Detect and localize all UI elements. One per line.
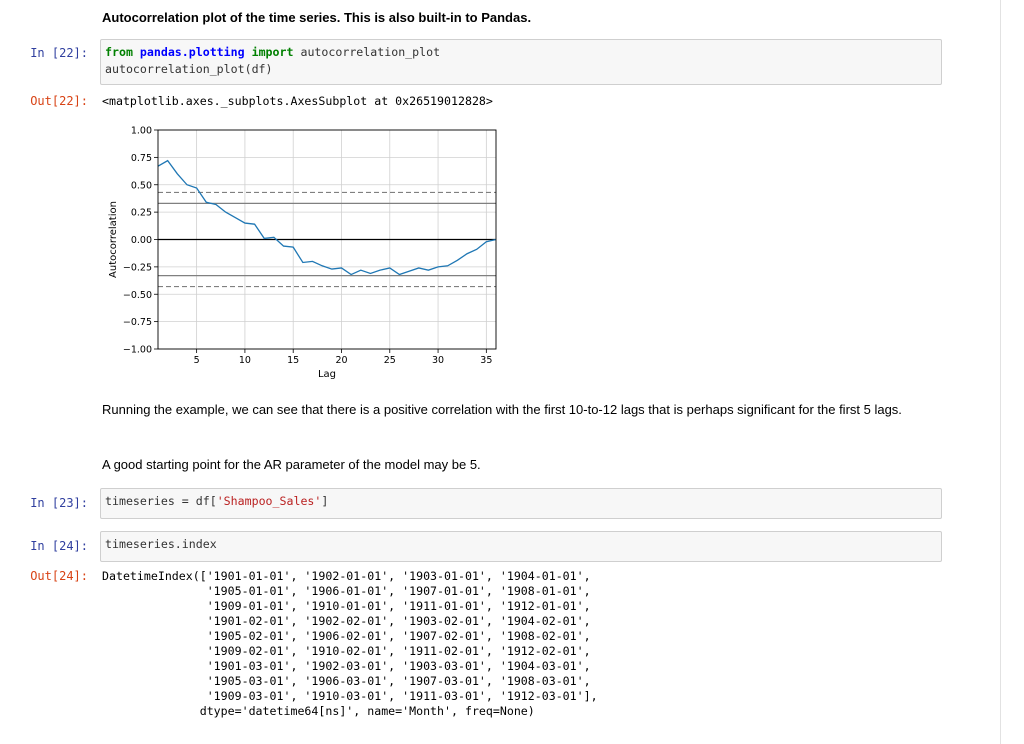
x-tick-label: 25 bbox=[384, 355, 396, 366]
in-prompt-24: In [24]: bbox=[30, 539, 88, 553]
code-b: ] bbox=[321, 494, 329, 508]
module-name: pandas.plotting bbox=[139, 45, 245, 59]
output-line: dtype='datetime64[ns]', name='Month', fr… bbox=[102, 704, 535, 718]
output-line: '1909-03-01', '1910-03-01', '1911-03-01'… bbox=[102, 689, 598, 703]
output-line: DatetimeIndex(['1901-01-01', '1902-01-01… bbox=[102, 569, 591, 583]
output-line: '1909-02-01', '1910-02-01', '1911-02-01'… bbox=[102, 644, 591, 658]
output-line: '1901-03-01', '1902-03-01', '1903-03-01'… bbox=[102, 659, 591, 673]
output-line: '1905-02-01', '1906-02-01', '1907-02-01'… bbox=[102, 629, 591, 643]
code-editor-24[interactable]: timeseries.index bbox=[101, 532, 941, 557]
code-editor-23[interactable]: timeseries = df['Shampoo_Sales'] bbox=[101, 489, 941, 514]
y-tick-label: 0.75 bbox=[131, 153, 152, 164]
output-line: '1901-02-01', '1902-02-01', '1903-02-01'… bbox=[102, 614, 591, 628]
x-tick-label: 15 bbox=[287, 355, 299, 366]
code-24: timeseries.index bbox=[105, 537, 217, 551]
output-line: '1909-01-01', '1910-01-01', '1911-01-01'… bbox=[102, 599, 591, 613]
y-tick-label: −1.00 bbox=[123, 345, 152, 356]
output-22: <matplotlib.axes._subplots.AxesSubplot a… bbox=[102, 94, 493, 108]
code-cell-22[interactable]: from pandas.plotting import autocorrelat… bbox=[100, 39, 942, 85]
import-name: autocorrelation_plot bbox=[300, 45, 441, 59]
x-axis-label: Lag bbox=[318, 369, 336, 380]
output-line: '1905-01-01', '1906-01-01', '1907-01-01'… bbox=[102, 584, 591, 598]
out-prompt-22: Out[22]: bbox=[30, 94, 88, 108]
y-tick-label: −0.75 bbox=[123, 317, 152, 328]
notebook-panel: Autocorrelation plot of the time series.… bbox=[30, 0, 1001, 744]
in-prompt-22: In [22]: bbox=[30, 46, 88, 60]
y-tick-label: 0.25 bbox=[131, 208, 152, 219]
code-editor-22[interactable]: from pandas.plotting import autocorrelat… bbox=[101, 40, 941, 82]
x-tick-label: 35 bbox=[480, 355, 492, 366]
y-axis-label: Autocorrelation bbox=[108, 201, 119, 278]
y-tick-label: 0.50 bbox=[131, 180, 152, 191]
out-prompt-24: Out[24]: bbox=[30, 569, 88, 583]
autocorrelation-chart: 1.00 0.75 0.50 0.25 0.00 −0.25 −0.50 −0.75 −1.00… bbox=[108, 126, 497, 380]
x-tick-label: 30 bbox=[432, 355, 444, 366]
paragraph-2: A good starting point for the AR paramet… bbox=[102, 457, 481, 472]
output-line: '1905-03-01', '1906-03-01', '1907-03-01'… bbox=[102, 674, 591, 688]
kw-import: import bbox=[251, 45, 294, 59]
paragraph-1: Running the example, we can see that the… bbox=[102, 402, 902, 417]
in-prompt-23: In [23]: bbox=[30, 496, 88, 510]
y-tick-label: 1.00 bbox=[131, 126, 152, 137]
code-a: timeseries = df[ bbox=[105, 494, 217, 508]
code-cell-24[interactable]: timeseries.index bbox=[100, 531, 942, 562]
y-tick-label: 0.00 bbox=[131, 235, 152, 246]
autocorrelation-series-line bbox=[157, 159, 497, 276]
y-tick-label: −0.25 bbox=[123, 262, 152, 273]
output-24: DatetimeIndex(['1901-01-01', '1902-01-01… bbox=[102, 569, 598, 719]
code-cell-23[interactable]: timeseries = df['Shampoo_Sales'] bbox=[100, 488, 942, 519]
code-string: 'Shampoo_Sales' bbox=[216, 494, 322, 508]
x-tick-label: 20 bbox=[335, 355, 347, 366]
x-tick-label: 10 bbox=[239, 355, 251, 366]
y-tick-label: −0.50 bbox=[123, 290, 152, 301]
code-line-2: autocorrelation_plot(df) bbox=[105, 62, 273, 76]
x-tick-label: 5 bbox=[194, 355, 200, 366]
kw-from: from bbox=[105, 45, 133, 59]
markdown-heading: Autocorrelation plot of the time series.… bbox=[102, 10, 532, 25]
